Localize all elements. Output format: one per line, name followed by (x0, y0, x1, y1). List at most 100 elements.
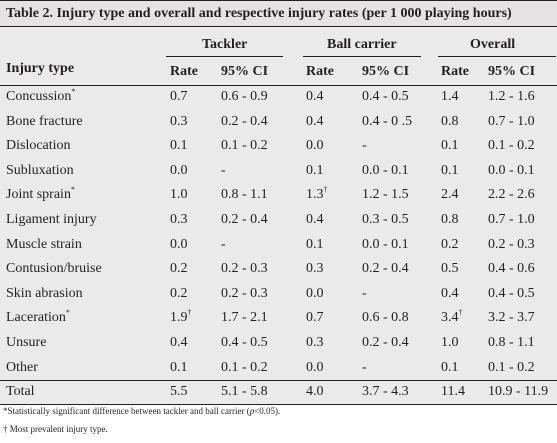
cell-tackler-rate: 0.2 (170, 261, 188, 277)
cell-ball-carrier-ci: 1.2 - 1.5 (362, 187, 409, 203)
cell-tackler-rate: 0.0 (170, 162, 188, 178)
cell-tackler-rate: 1.9† (170, 308, 192, 326)
cell-tackler-ci: 0.2 - 0.4 (221, 113, 268, 129)
cell-ball-carrier-rate: 0.3 (306, 261, 324, 277)
cell-ball-carrier-ci: 3.7 - 4.3 (362, 384, 409, 400)
cell-tackler-ci: 0.8 - 1.1 (221, 187, 268, 203)
cell-overall-ci: 2.2 - 2.6 (488, 187, 535, 203)
cell-ball-carrier-ci: - (362, 359, 367, 375)
cell-ball-carrier-rate: 0.3 (306, 335, 324, 350)
footnote-most-prevalent: † Most prevalent injury type. (3, 424, 108, 434)
cell-tackler-rate: 0.2 (170, 285, 188, 301)
total-rule (0, 379, 557, 381)
cell-tackler-ci: - (221, 236, 226, 252)
footnote-marker: † (458, 308, 463, 318)
cell-overall-rate: 0.5 (441, 261, 459, 277)
cell-injury-type: Unsure (6, 335, 47, 350)
group-header-ball-carrier: Ball carrier (327, 37, 397, 52)
cell-injury-type: Total (6, 384, 35, 400)
cell-tackler-ci: 0.6 - 0.9 (221, 89, 268, 104)
footnote-marker: * (70, 185, 75, 195)
cell-ball-carrier-rate: 4.0 (306, 384, 324, 400)
cell-tackler-rate: 0.1 (170, 359, 188, 375)
cell-injury-type: Skin abrasion (6, 285, 83, 301)
cell-ball-carrier-rate: 0.4 (306, 113, 324, 129)
cell-ball-carrier-rate: 0.1 (306, 162, 324, 178)
cell-ball-carrier-ci: 0.0 - 0.1 (362, 162, 409, 178)
cell-overall-rate: 11.4 (441, 384, 465, 400)
cell-tackler-ci: - (221, 162, 226, 178)
cell-ball-carrier-ci: 0.6 - 0.8 (362, 310, 409, 326)
cell-ball-carrier-rate: 0.0 (306, 285, 324, 301)
injury-table: Tackler Ball carrier Overall Injury type… (0, 27, 557, 405)
subheader-tackler-ci: 95% CI (221, 64, 269, 79)
cell-injury-type: Bone fracture (6, 113, 83, 129)
cell-tackler-rate: 0.7 (170, 89, 188, 104)
cell-overall-ci: 0.2 - 0.3 (488, 236, 535, 252)
footnote-marker: * (65, 308, 70, 318)
cell-overall-ci: 0.0 - 0.1 (488, 162, 535, 178)
subheader-tackler-rate: Rate (170, 64, 198, 79)
cell-tackler-ci: 0.4 - 0.5 (221, 335, 268, 350)
row-header-injury-type: Injury type (6, 61, 75, 76)
group-rule-overall (438, 56, 556, 57)
cell-overall-rate: 0.1 (441, 138, 459, 154)
group-rule-tackler (166, 56, 283, 57)
cell-tackler-rate: 0.3 (170, 212, 188, 227)
cell-tackler-ci: 5.1 - 5.8 (221, 384, 268, 400)
cell-overall-ci: 0.7 - 1.0 (488, 212, 535, 227)
cell-overall-rate: 0.1 (441, 359, 459, 375)
cell-ball-carrier-rate: 0.0 (306, 359, 324, 375)
cell-ball-carrier-ci: - (362, 285, 367, 301)
subheader-overall-rate: Rate (441, 64, 469, 79)
cell-overall-rate: 0.1 (441, 162, 459, 178)
footnote-marker: † (187, 308, 192, 318)
cell-ball-carrier-ci: 0.4 - 0 .5 (362, 113, 413, 129)
cell-ball-carrier-ci: 0.3 - 0.5 (362, 212, 409, 227)
cell-ball-carrier-rate: 0.4 (306, 89, 324, 104)
cell-overall-ci: 0.8 - 1.1 (488, 335, 535, 350)
cell-tackler-rate: 0.1 (170, 138, 188, 154)
group-header-overall: Overall (470, 37, 516, 52)
cell-ball-carrier-rate: 0.1 (306, 236, 324, 252)
cell-tackler-rate: 5.5 (170, 384, 188, 400)
cell-overall-rate: 0.4 (441, 285, 459, 301)
cell-overall-rate: 0.8 (441, 212, 459, 227)
cell-injury-type: Laceration* (6, 308, 70, 326)
cell-tackler-ci: 0.2 - 0.3 (221, 261, 268, 277)
cell-injury-type: Other (6, 359, 38, 375)
footnote-marker: † (323, 185, 328, 195)
footnote-significance: *Statistically significant difference be… (3, 406, 281, 416)
cell-tackler-rate: 0.0 (170, 236, 188, 252)
cell-overall-rate: 1.4 (441, 89, 459, 104)
cell-injury-type: Contusion/bruise (6, 261, 102, 277)
cell-tackler-ci: 0.2 - 0.3 (221, 285, 268, 301)
header-rule (0, 85, 557, 86)
cell-injury-type: Concussion* (6, 87, 76, 105)
cell-overall-ci: 10.9 - 11.9 (488, 384, 549, 400)
cell-injury-type: Subluxation (6, 162, 74, 178)
cell-overall-rate: 0.8 (441, 113, 459, 129)
cell-overall-ci: 0.7 - 1.0 (488, 113, 535, 129)
cell-injury-type: Muscle strain (6, 236, 82, 252)
table-caption: Table 2. Injury type and overall and res… (0, 0, 557, 27)
cell-tackler-ci: 0.2 - 0.4 (221, 212, 268, 227)
group-header-tackler: Tackler (202, 37, 248, 52)
cell-overall-rate: 0.2 (441, 236, 459, 252)
cell-ball-carrier-rate: 0.0 (306, 138, 324, 154)
cell-injury-type: Joint sprain* (6, 185, 75, 203)
group-rule-ball-carrier (303, 56, 421, 57)
cell-ball-carrier-ci: - (362, 138, 367, 154)
subheader-overall-ci: 95% CI (488, 64, 536, 79)
cell-injury-type: Ligament injury (6, 212, 97, 227)
cell-tackler-rate: 0.4 (170, 335, 188, 350)
cell-overall-rate: 1.0 (441, 335, 459, 350)
cell-overall-ci: 0.4 - 0.6 (488, 261, 535, 277)
cell-tackler-rate: 0.3 (170, 113, 188, 129)
cell-ball-carrier-ci: 0.2 - 0.4 (362, 261, 409, 277)
cell-overall-rate: 2.4 (441, 187, 459, 203)
subheader-ball-carrier-rate: Rate (306, 64, 334, 79)
cell-ball-carrier-rate: 0.4 (306, 212, 324, 227)
cell-tackler-ci: 0.1 - 0.2 (221, 138, 268, 154)
